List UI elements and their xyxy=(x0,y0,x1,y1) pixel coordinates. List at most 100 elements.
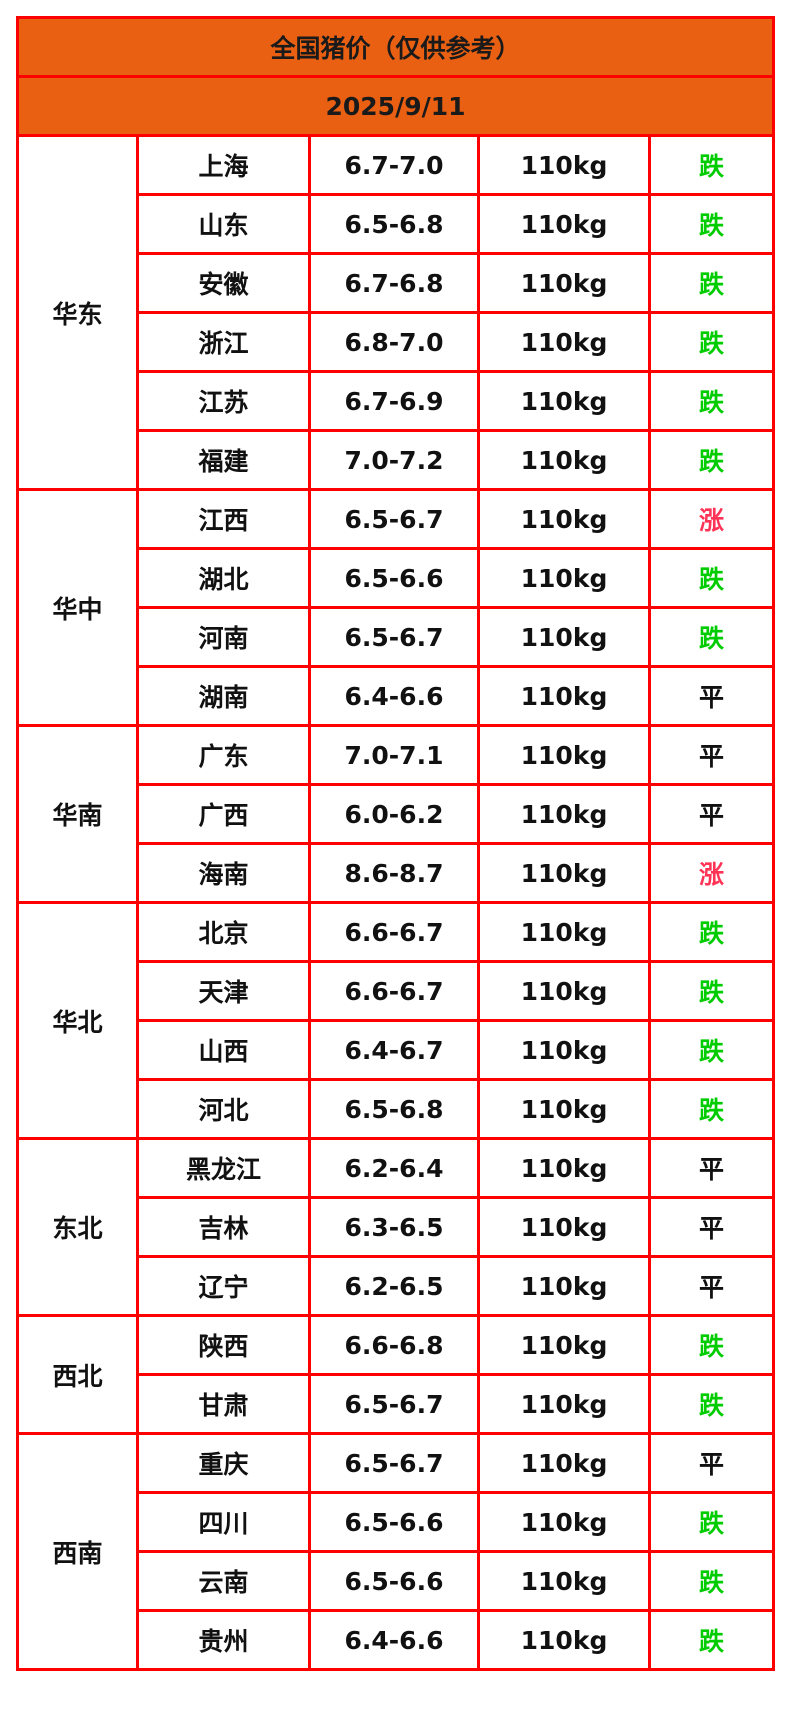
trend-cell: 涨 xyxy=(647,842,776,904)
weight-cell: 110kg xyxy=(477,783,651,845)
price-cell: 6.5-6.6 xyxy=(308,1491,480,1553)
price-cell: 6.4-6.7 xyxy=(308,1019,480,1081)
price-cell: 6.7-6.9 xyxy=(308,370,480,432)
trend-cell: 跌 xyxy=(647,193,776,255)
price-cell: 6.7-7.0 xyxy=(308,134,480,196)
weight-cell: 110kg xyxy=(477,1196,651,1258)
trend-cell: 平 xyxy=(647,665,776,727)
price-cell: 6.6-6.7 xyxy=(308,960,480,1022)
province-cell: 浙江 xyxy=(136,311,311,373)
price-cell: 6.5-6.6 xyxy=(308,1550,480,1612)
weight-cell: 110kg xyxy=(477,1432,651,1494)
region-cell: 华中 xyxy=(16,488,139,727)
trend-cell: 平 xyxy=(647,724,776,786)
weight-cell: 110kg xyxy=(477,1609,651,1671)
weight-cell: 110kg xyxy=(477,606,651,668)
weight-cell: 110kg xyxy=(477,1491,651,1553)
table-row: 广西 6.0-6.2 110kg 平 xyxy=(18,783,776,845)
region-cell: 华东 xyxy=(16,134,139,491)
trend-cell: 跌 xyxy=(647,1078,776,1140)
province-cell: 湖南 xyxy=(136,665,311,727)
trend-cell: 跌 xyxy=(647,901,776,963)
province-cell: 辽宁 xyxy=(136,1255,311,1317)
trend-cell: 跌 xyxy=(647,1550,776,1612)
province-cell: 江苏 xyxy=(136,370,311,432)
table-row: 东北 黑龙江 6.2-6.4 110kg 平 xyxy=(16,1137,776,1317)
price-cell: 7.0-7.2 xyxy=(308,429,480,491)
province-cell: 广西 xyxy=(136,783,311,845)
price-cell: 6.2-6.5 xyxy=(308,1255,480,1317)
trend-cell: 跌 xyxy=(647,370,776,432)
trend-cell: 跌 xyxy=(647,960,776,1022)
price-cell: 6.2-6.4 xyxy=(308,1137,480,1199)
table-row: 浙江 6.8-7.0 110kg 跌 xyxy=(18,311,776,373)
province-cell: 四川 xyxy=(136,1491,311,1553)
trend-cell: 平 xyxy=(647,1196,776,1258)
table-row: 四川 6.5-6.6 110kg 跌 xyxy=(18,1491,776,1553)
weight-cell: 110kg xyxy=(477,1255,651,1317)
weight-cell: 110kg xyxy=(477,1314,651,1376)
price-cell: 6.5-6.7 xyxy=(308,1373,480,1435)
table-row: 辽宁 6.2-6.5 110kg 平 xyxy=(18,1255,776,1317)
price-cell: 6.5-6.7 xyxy=(308,488,480,550)
weight-cell: 110kg xyxy=(477,665,651,727)
trend-cell: 跌 xyxy=(647,547,776,609)
province-cell: 海南 xyxy=(136,842,311,904)
trend-cell: 跌 xyxy=(647,311,776,373)
price-cell: 7.0-7.1 xyxy=(308,724,480,786)
province-cell: 山东 xyxy=(136,193,311,255)
weight-cell: 110kg xyxy=(477,724,651,786)
table-row: 甘肃 6.5-6.7 110kg 跌 xyxy=(18,1373,776,1435)
weight-cell: 110kg xyxy=(477,1137,651,1199)
price-cell: 6.4-6.6 xyxy=(308,665,480,727)
province-cell: 湖北 xyxy=(136,547,311,609)
table-row: 吉林 6.3-6.5 110kg 平 xyxy=(18,1196,776,1258)
trend-cell: 涨 xyxy=(647,488,776,550)
weight-cell: 110kg xyxy=(477,134,651,196)
trend-cell: 跌 xyxy=(647,134,776,196)
province-cell: 重庆 xyxy=(136,1432,311,1494)
table-row: 西北 陕西 6.6-6.8 110kg 跌 xyxy=(16,1314,776,1435)
province-cell: 山西 xyxy=(136,1019,311,1081)
province-cell: 河北 xyxy=(136,1078,311,1140)
table-row: 安徽 6.7-6.8 110kg 跌 xyxy=(18,252,776,314)
trend-cell: 跌 xyxy=(647,606,776,668)
table-row: 福建 7.0-7.2 110kg 跌 xyxy=(18,429,776,491)
table-row: 贵州 6.4-6.6 110kg 跌 xyxy=(18,1609,776,1671)
trend-cell: 平 xyxy=(647,783,776,845)
province-cell: 陕西 xyxy=(136,1314,311,1376)
table-row: 华南 广东 7.0-7.1 110kg 平 xyxy=(16,724,776,904)
price-cell: 6.5-6.7 xyxy=(308,1432,480,1494)
table-row: 山东 6.5-6.8 110kg 跌 xyxy=(18,193,776,255)
price-cell: 6.6-6.8 xyxy=(308,1314,480,1376)
region-cell: 华南 xyxy=(16,724,139,904)
price-cell: 6.5-6.7 xyxy=(308,606,480,668)
region-cell: 西北 xyxy=(16,1314,139,1435)
province-cell: 甘肃 xyxy=(136,1373,311,1435)
table-date: 2025/9/11 xyxy=(15,75,776,137)
trend-cell: 跌 xyxy=(647,1019,776,1081)
table-row: 湖南 6.4-6.6 110kg 平 xyxy=(18,665,776,727)
province-cell: 天津 xyxy=(136,960,311,1022)
weight-cell: 110kg xyxy=(477,1019,651,1081)
trend-cell: 跌 xyxy=(647,1491,776,1553)
weight-cell: 110kg xyxy=(477,311,651,373)
region-cell: 华北 xyxy=(16,901,139,1140)
weight-cell: 110kg xyxy=(477,370,651,432)
region-cell: 东北 xyxy=(16,1137,139,1317)
table-row: 华中 江西 6.5-6.7 110kg 涨 xyxy=(16,488,776,727)
trend-cell: 跌 xyxy=(647,1373,776,1435)
province-cell: 上海 xyxy=(136,134,311,196)
table-title: 全国猪价（仅供参考） xyxy=(15,16,776,78)
price-cell: 8.6-8.7 xyxy=(308,842,480,904)
table-row: 河南 6.5-6.7 110kg 跌 xyxy=(18,606,776,668)
weight-cell: 110kg xyxy=(477,1373,651,1435)
table-row: 海南 8.6-8.7 110kg 涨 xyxy=(18,842,776,904)
trend-cell: 跌 xyxy=(647,1314,776,1376)
weight-cell: 110kg xyxy=(477,193,651,255)
table-row: 山西 6.4-6.7 110kg 跌 xyxy=(18,1019,776,1081)
price-cell: 6.5-6.6 xyxy=(308,547,480,609)
table-row: 华东 上海 6.7-7.0 110kg 跌 xyxy=(16,134,776,491)
province-cell: 广东 xyxy=(136,724,311,786)
price-cell: 6.0-6.2 xyxy=(308,783,480,845)
